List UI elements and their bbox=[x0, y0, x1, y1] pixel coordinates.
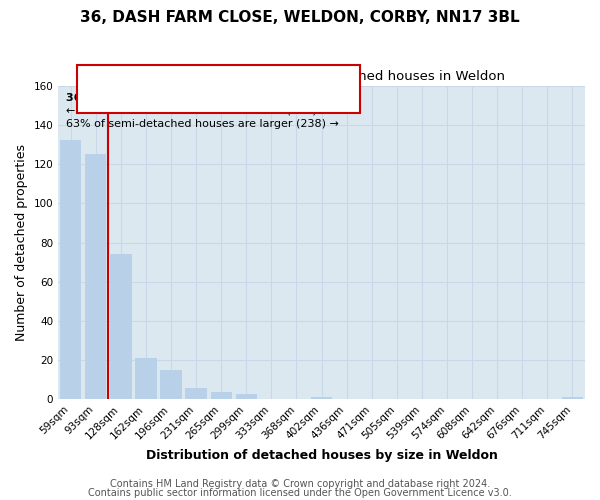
Y-axis label: Number of detached properties: Number of detached properties bbox=[15, 144, 28, 341]
Bar bbox=[136, 358, 157, 400]
Bar bbox=[60, 140, 82, 400]
Title: Size of property relative to detached houses in Weldon: Size of property relative to detached ho… bbox=[138, 70, 505, 83]
Bar bbox=[236, 394, 257, 400]
Bar bbox=[562, 398, 583, 400]
Bar bbox=[185, 388, 207, 400]
Bar bbox=[211, 392, 232, 400]
Bar bbox=[160, 370, 182, 400]
Bar bbox=[110, 254, 131, 400]
Text: ← 37% of detached houses are smaller (142)
63% of semi-detached houses are large: ← 37% of detached houses are smaller (14… bbox=[66, 106, 339, 129]
Text: Contains public sector information licensed under the Open Government Licence v3: Contains public sector information licen… bbox=[88, 488, 512, 498]
Bar bbox=[311, 398, 332, 400]
Text: 36 DASH FARM CLOSE: 98sqm: 36 DASH FARM CLOSE: 98sqm bbox=[66, 94, 253, 104]
Bar bbox=[85, 154, 106, 400]
Text: Contains HM Land Registry data © Crown copyright and database right 2024.: Contains HM Land Registry data © Crown c… bbox=[110, 479, 490, 489]
Text: 36, DASH FARM CLOSE, WELDON, CORBY, NN17 3BL: 36, DASH FARM CLOSE, WELDON, CORBY, NN17… bbox=[80, 10, 520, 25]
X-axis label: Distribution of detached houses by size in Weldon: Distribution of detached houses by size … bbox=[146, 450, 497, 462]
